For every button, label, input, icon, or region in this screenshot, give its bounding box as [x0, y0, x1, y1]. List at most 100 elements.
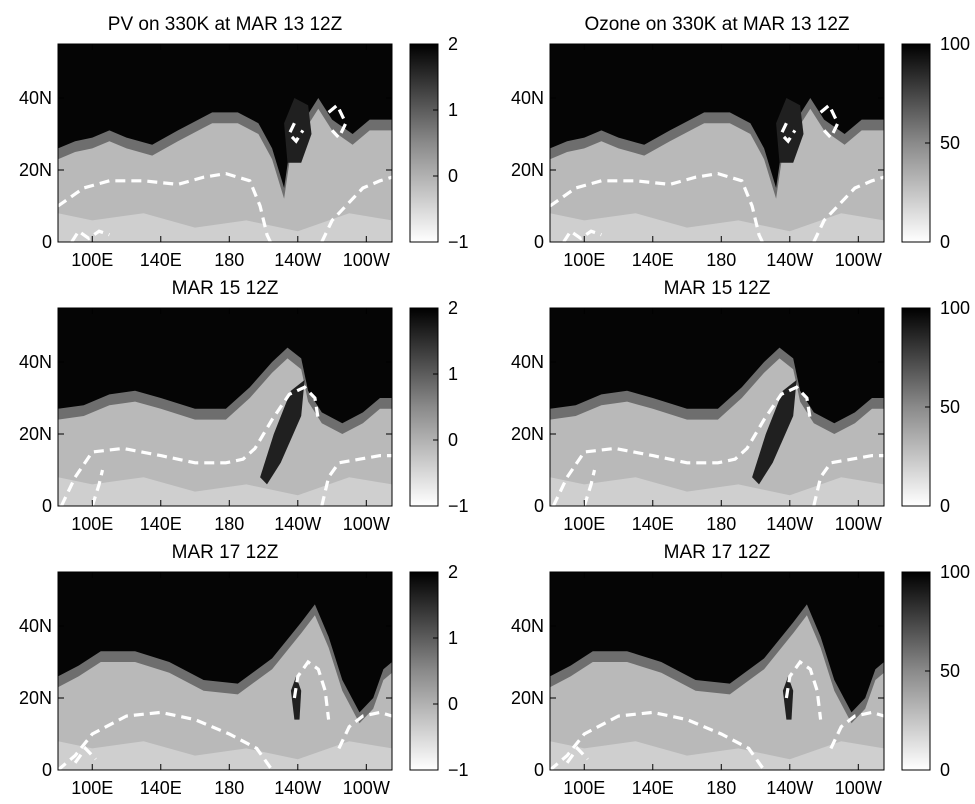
y-tick-label: 0 — [42, 496, 52, 516]
plot-frame — [57, 307, 393, 507]
field-low-values — [550, 213, 884, 242]
field-filament — [752, 380, 797, 485]
field-low-values — [58, 741, 392, 770]
y-tick-label: 40N — [19, 88, 52, 108]
colorbar-tick-label: −1 — [448, 496, 469, 516]
x-tick-label: 100E — [71, 250, 113, 270]
dashed-contour — [73, 745, 97, 764]
x-tick-label: 180 — [214, 778, 244, 798]
dashed-contour — [320, 175, 393, 243]
dashed-contour — [779, 122, 797, 144]
y-tick-label: 40N — [19, 352, 52, 372]
colorbar-tick-label: 1 — [448, 100, 458, 120]
colorbar-tick-label: 2 — [448, 298, 458, 318]
dashed-contour — [90, 469, 105, 507]
dashed-contour — [812, 454, 884, 507]
y-tick-label: 20N — [511, 424, 544, 444]
field-high-values — [58, 308, 392, 424]
colorbar-tick-label: 50 — [940, 133, 960, 153]
x-tick-label: 140W — [766, 778, 813, 798]
y-tick-label: 20N — [19, 688, 52, 708]
plot-frame — [57, 571, 393, 771]
plot-frame — [57, 43, 393, 243]
dashed-contour — [548, 710, 766, 772]
x-tick-label: 140W — [274, 778, 321, 798]
y-tick-label: 20N — [511, 688, 544, 708]
y-tick-label: 40N — [511, 616, 544, 636]
colorbar-tick-label: 2 — [448, 34, 458, 54]
colorbar-tick-label: 0 — [940, 232, 950, 252]
chart-title: MAR 15 12Z — [172, 278, 279, 299]
x-tick-label: 140E — [632, 514, 674, 534]
y-tick-label: 0 — [534, 232, 544, 252]
dashed-contour — [337, 710, 393, 750]
colorbar-tick-label: 0 — [940, 760, 950, 780]
field-low-values — [58, 213, 392, 242]
dashed-contour — [565, 745, 589, 764]
colorbar — [409, 571, 439, 771]
colorbar-tick-label: 100 — [940, 34, 970, 54]
colorbar — [409, 307, 439, 507]
chart-title: PV on 330K at MAR 13 12Z — [108, 14, 343, 35]
x-tick-label: 140E — [632, 250, 674, 270]
field-high-values — [550, 44, 884, 188]
x-tick-label: 140E — [140, 778, 182, 798]
x-tick-label: 140E — [140, 250, 182, 270]
dashed-contour — [287, 122, 305, 144]
colorbar-tick-label: 0 — [448, 694, 458, 714]
field-high-values — [550, 308, 884, 424]
chart-panel-4: 100E 140E 180 140W 100W 0 20N 40N MAR 15 12Z 100 5… — [511, 278, 970, 534]
x-tick-label: 140W — [766, 514, 813, 534]
field-filament — [260, 380, 305, 485]
x-tick-label: 100E — [563, 514, 605, 534]
colorbar-tick-label: 0 — [448, 166, 458, 186]
x-tick-label: 100W — [343, 514, 390, 534]
field-low-values — [550, 741, 884, 770]
y-tick-label: 20N — [19, 424, 52, 444]
dashed-contour — [57, 171, 272, 243]
x-tick-label: 140E — [140, 514, 182, 534]
y-tick-label: 40N — [511, 88, 544, 108]
colorbar-tick-label: 1 — [448, 364, 458, 384]
colorbar-tick-label: 100 — [940, 298, 970, 318]
field-low-values — [58, 477, 392, 506]
plot-frame — [549, 43, 885, 243]
x-tick-label: 180 — [214, 514, 244, 534]
y-tick-label: 20N — [511, 160, 544, 180]
field-high-values — [58, 44, 392, 188]
x-tick-label: 180 — [214, 250, 244, 270]
x-tick-label: 100E — [71, 778, 113, 798]
x-tick-label: 180 — [706, 250, 736, 270]
colorbar-tick-label: 50 — [940, 661, 960, 681]
field-filament — [776, 98, 804, 163]
x-tick-label: 100E — [563, 778, 605, 798]
dashed-contour — [56, 710, 274, 772]
chart-panel-1: 100E 140E 180 140W 100W 0 20N 40N PV on 330K at … — [19, 14, 469, 270]
x-tick-label: 100W — [835, 778, 882, 798]
y-tick-label: 40N — [19, 616, 52, 636]
y-tick-label: 0 — [42, 232, 52, 252]
plot-frame — [549, 571, 885, 771]
dashed-contour — [292, 659, 331, 720]
dashed-contour — [59, 385, 320, 507]
dashed-contour — [829, 710, 885, 750]
dashed-contour — [549, 171, 764, 243]
field-filament — [782, 676, 794, 720]
x-tick-label: 100W — [343, 250, 390, 270]
dashed-contour — [327, 102, 348, 141]
dashed-contour — [582, 469, 597, 507]
x-tick-label: 140E — [632, 778, 674, 798]
colorbar-tick-label: 50 — [940, 397, 960, 417]
dashed-contour — [812, 175, 885, 243]
dashed-contour — [562, 228, 602, 243]
x-tick-label: 100W — [343, 778, 390, 798]
x-tick-label: 140W — [274, 514, 321, 534]
dashed-contour — [819, 102, 840, 141]
chart-panel-2: 100E 140E 180 140W 100W 0 20N 40N Ozone on 330K … — [511, 14, 970, 270]
field-high-values — [58, 572, 392, 713]
x-tick-label: 100E — [563, 250, 605, 270]
chart-title: MAR 17 12Z — [664, 542, 771, 563]
colorbar-tick-label: −1 — [448, 232, 469, 252]
plot-frame — [549, 307, 885, 507]
